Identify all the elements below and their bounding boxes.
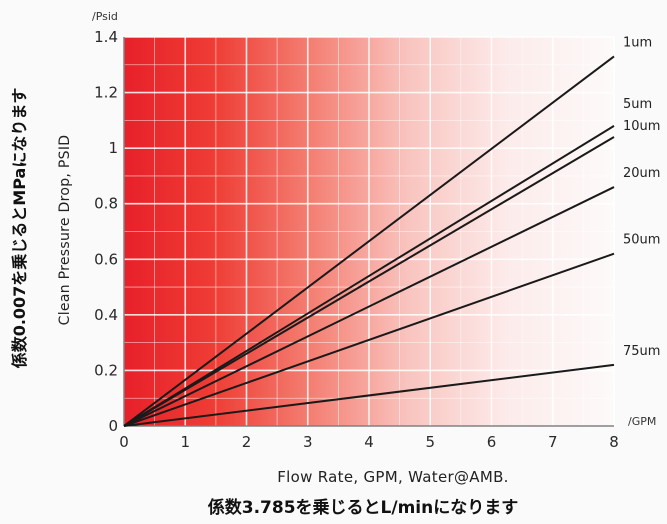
y-tick-label: 0.8 — [94, 195, 118, 213]
y-tick-label: 1.2 — [94, 84, 118, 102]
y-unit-label: /Psid — [92, 10, 118, 23]
x-tick-label: 3 — [303, 433, 313, 451]
y-tick-label: 0 — [108, 417, 118, 435]
x-tick-label: 1 — [180, 433, 190, 451]
y-conversion-note: 係数0.007を乗じるとMPaになります — [10, 88, 29, 369]
x-tick-label: 2 — [242, 433, 252, 451]
y-tick-label: 1 — [108, 139, 118, 157]
y-tick-label: 0.6 — [94, 250, 118, 268]
x-tick-label: 8 — [609, 433, 619, 451]
y-tick-label: 0.2 — [94, 361, 118, 379]
series-line-5um — [123, 125, 615, 427]
x-conversion-note: 係数3.785を乗じるとL/minになります — [208, 497, 518, 518]
x-axis-title: Flow Rate, GPM, Water@AMB. — [277, 468, 509, 486]
series-line-75um — [123, 363, 615, 427]
series-line-10um — [123, 136, 615, 427]
series-label-10um: 10um — [623, 119, 660, 134]
x-unit-label: /GPM — [628, 415, 656, 428]
x-tick-label: 0 — [119, 433, 129, 451]
series-line-1um — [123, 55, 615, 427]
x-tick-label: 5 — [425, 433, 435, 451]
series-label-75um: 75um — [623, 344, 660, 359]
x-tick-label: 6 — [487, 433, 497, 451]
series-line-50um — [123, 252, 615, 427]
y-tick-label: 1.4 — [94, 28, 118, 46]
y-tick-label: 0.4 — [94, 306, 118, 324]
series-label-5um: 5um — [623, 97, 652, 112]
series-label-1um: 1um — [623, 35, 652, 50]
series-label-20um: 20um — [623, 166, 660, 181]
y-axis-title: Clean Pressure Drop, PSID — [57, 135, 73, 326]
series-label-50um: 50um — [623, 233, 660, 248]
x-tick-label: 4 — [364, 433, 374, 451]
x-tick-label: 7 — [548, 433, 558, 451]
series-line-20um — [123, 186, 615, 427]
